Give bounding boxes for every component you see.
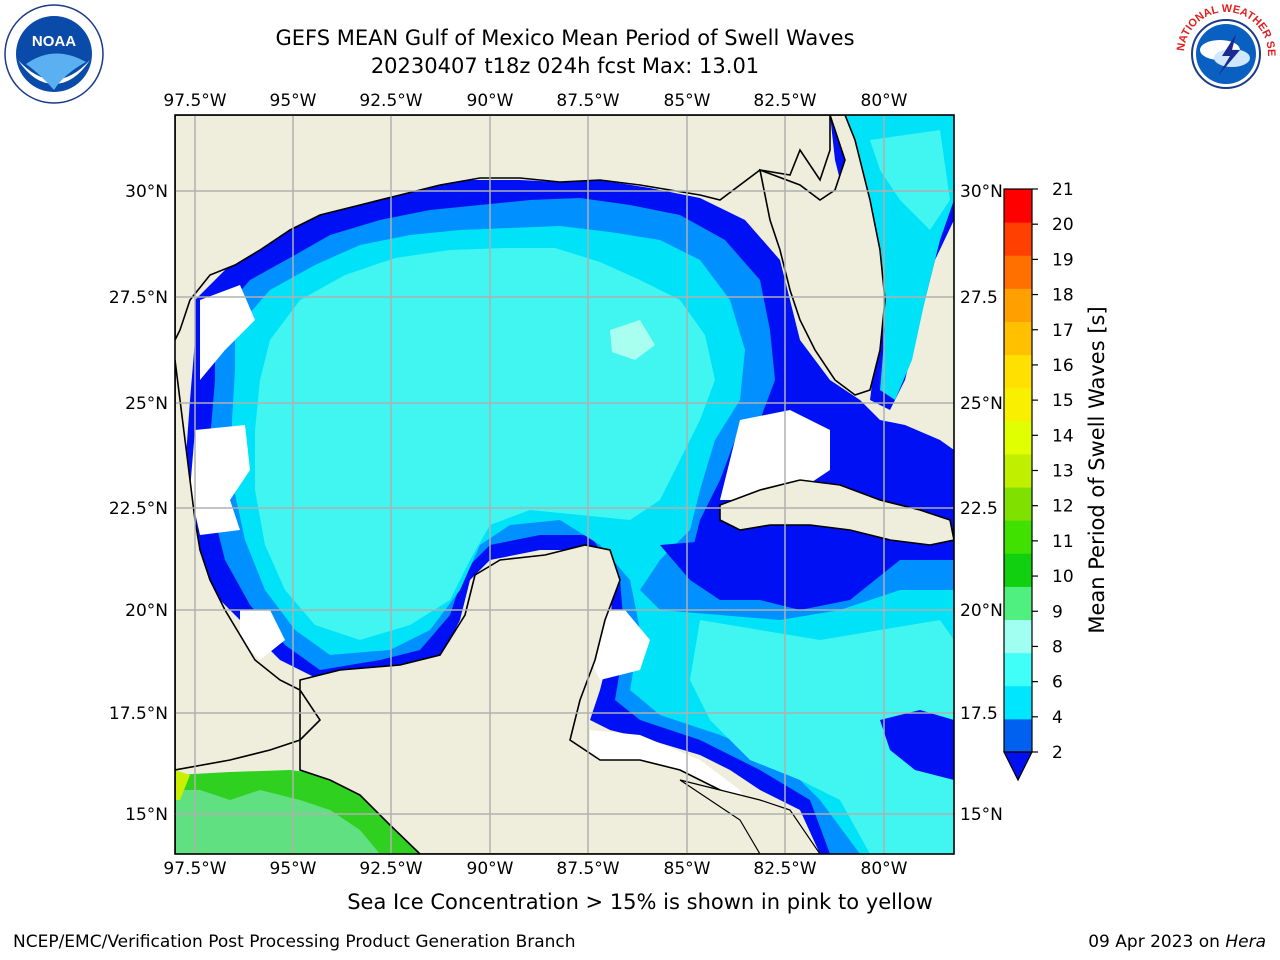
credit-date: 09 Apr 2023 on Hera xyxy=(1088,932,1266,952)
colorbar-segment xyxy=(1004,520,1032,554)
lon-label-bottom: 80°W xyxy=(861,859,908,879)
credit-host: Hera xyxy=(1225,932,1266,952)
colorbar-segment xyxy=(1004,387,1032,422)
colorbar-label: Mean Period of Swell Waves [s] xyxy=(1085,306,1109,634)
colorbar-tick-label: 20 xyxy=(1052,215,1074,235)
colorbar-tick-label: 21 xyxy=(1052,180,1074,200)
colorbar-segment xyxy=(1004,619,1032,654)
colorbar-tick-label: 19 xyxy=(1052,250,1074,270)
colorbar-segment xyxy=(1004,586,1032,621)
colorbar-segment xyxy=(1004,288,1032,322)
colorbar-segment xyxy=(1004,553,1032,587)
colorbar-tick-label: 12 xyxy=(1052,497,1074,517)
lat-label-left: 15°N xyxy=(125,805,168,825)
colorbar-tick-label: 2 xyxy=(1052,743,1063,763)
lon-label-top: 80°W xyxy=(861,91,908,111)
lat-label-right: 20°N xyxy=(960,601,1003,621)
colorbar-segment xyxy=(1004,420,1032,455)
colorbar-segment xyxy=(1004,685,1032,720)
lon-label-top: 90°W xyxy=(467,91,514,111)
colorbar-tick-label: 14 xyxy=(1052,426,1074,446)
lat-label-right: 30°N xyxy=(960,182,1003,202)
colorbar-tick-label: 13 xyxy=(1052,462,1074,482)
lon-label-top: 97.5°W xyxy=(163,91,226,111)
map-subtitle: 20230407 t18z 024h fcst Max: 13.01 xyxy=(370,54,760,78)
colorbar-segment xyxy=(1004,321,1032,356)
colorbar-tick-label: 4 xyxy=(1052,708,1063,728)
lat-label-right: 17.5 xyxy=(960,704,998,724)
noaa-logo: NOAA xyxy=(4,4,104,104)
lon-label-top: 95°W xyxy=(270,91,317,111)
lat-label-left: 27.5°N xyxy=(109,288,168,308)
colorbar-tick-label: 10 xyxy=(1052,567,1074,587)
colorbar-tick-label: 6 xyxy=(1052,673,1063,693)
colorbar-segment xyxy=(1004,354,1032,389)
lon-label-bottom: 95°W xyxy=(270,859,317,879)
colorbar-tick-label: 9 xyxy=(1052,602,1063,622)
lat-label-right: 25°N xyxy=(960,394,1003,414)
lon-label-bottom: 82.5°W xyxy=(753,859,816,879)
colorbar-tick-label: 16 xyxy=(1052,356,1074,376)
colorbar-segment xyxy=(1004,222,1032,256)
colorbar-segment xyxy=(1004,487,1032,521)
lon-label-top: 85°W xyxy=(664,91,711,111)
lon-label-bottom: 87.5°W xyxy=(556,859,619,879)
nws-logo: NATIONAL WEATHER SERVICE xyxy=(1176,4,1276,102)
colorbar-tick-label: 18 xyxy=(1052,286,1074,306)
credit-date-text: 09 Apr 2023 on xyxy=(1088,932,1226,952)
colorbar-segment xyxy=(1004,652,1032,687)
lat-label-right: 22.5 xyxy=(960,499,998,519)
lat-label-right: 15°N xyxy=(960,805,1003,825)
colorbar-segment xyxy=(1004,255,1032,289)
lon-label-bottom: 97.5°W xyxy=(163,859,226,879)
credit-branch: NCEP/EMC/Verification Post Processing Pr… xyxy=(13,932,576,952)
lat-label-left: 22.5°N xyxy=(109,499,168,519)
lon-label-bottom: 85°W xyxy=(664,859,711,879)
colorbar-tick-label: 11 xyxy=(1052,532,1074,552)
lon-label-bottom: 92.5°W xyxy=(359,859,422,879)
svg-text:NOAA: NOAA xyxy=(32,33,76,50)
lat-label-left: 17.5°N xyxy=(109,704,168,724)
map-title: GEFS MEAN Gulf of Mexico Mean Period of … xyxy=(275,26,855,50)
colorbar-extend-arrow xyxy=(1003,751,1033,782)
lat-label-left: 30°N xyxy=(125,182,168,202)
lon-label-top: 87.5°W xyxy=(556,91,619,111)
lat-label-left: 25°N xyxy=(125,394,168,414)
map-frame xyxy=(174,114,955,855)
colorbar-segment xyxy=(1004,189,1032,223)
lat-label-left: 20°N xyxy=(125,601,168,621)
colorbar-segment xyxy=(1004,453,1032,488)
lon-label-top: 82.5°W xyxy=(753,91,816,111)
colorbar-tick-label: 15 xyxy=(1052,391,1074,411)
colorbar: 21 20 19 18 17 16 15 14 13 12 11 10 9 8 6 4 2 xyxy=(1003,180,1074,782)
colorbar-tick-label: 17 xyxy=(1052,321,1074,341)
graticule xyxy=(175,115,954,854)
sea-ice-note: Sea Ice Concentration > 15% is shown in … xyxy=(0,890,1280,914)
lon-label-top: 92.5°W xyxy=(359,91,422,111)
sea-ice-note-text: Sea Ice Concentration > 15% is shown in … xyxy=(347,890,933,914)
swell-period-field xyxy=(175,115,954,854)
lon-label-bottom: 90°W xyxy=(467,859,514,879)
lat-label-right: 27.5 xyxy=(960,288,998,308)
colorbar-tick-label: 8 xyxy=(1052,637,1063,657)
colorbar-segment xyxy=(1004,718,1032,753)
